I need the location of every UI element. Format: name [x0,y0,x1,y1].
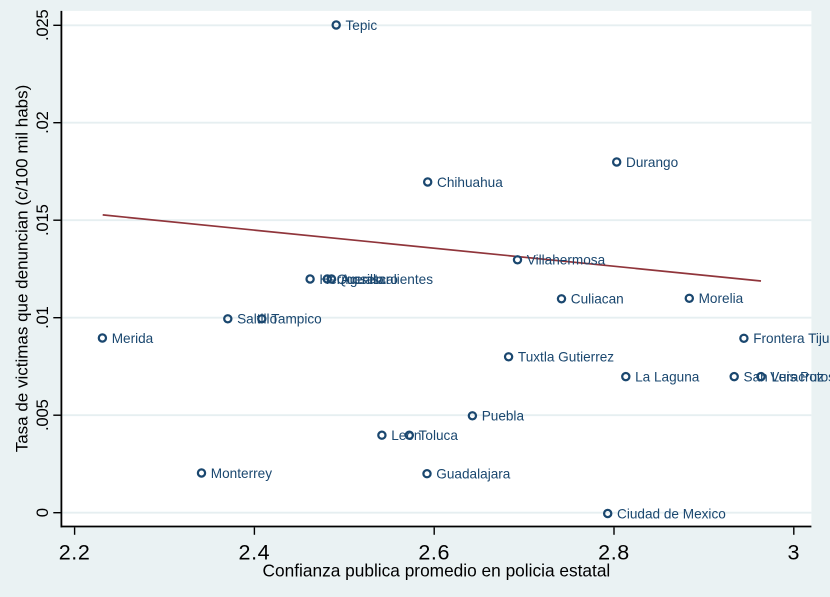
svg-text:Ciudad de Mexico: Ciudad de Mexico [617,506,726,521]
svg-text:Toluca: Toluca [419,428,459,443]
svg-text:Veracruz: Veracruz [770,369,824,384]
svg-text:Frontera Tijuana: Frontera Tijuana [753,331,830,346]
svg-text:Queretaro: Queretaro [337,272,398,287]
svg-text:.01: .01 [33,306,52,328]
svg-text:Confianza publica promedio en: Confianza publica promedio en policia es… [263,560,611,580]
svg-text:La Laguna: La Laguna [635,369,700,384]
svg-text:Merida: Merida [112,331,154,346]
svg-text:0: 0 [33,508,52,517]
svg-text:Villahermosa: Villahermosa [527,253,606,268]
svg-text:Tasa de victimas que denuncian: Tasa de victimas que denuncian (c/100 mi… [13,85,32,453]
svg-text:Hermosillo: Hermosillo [319,272,383,287]
svg-text:Culiacan: Culiacan [571,292,624,307]
svg-text:2.6: 2.6 [418,540,450,564]
svg-text:.02: .02 [33,111,52,133]
svg-text:Tuxtla Gutierrez: Tuxtla Gutierrez [518,350,614,365]
svg-text:.015: .015 [33,204,52,235]
svg-text:Chihuahua: Chihuahua [437,175,503,190]
svg-text:Tepic: Tepic [346,18,378,33]
svg-text:2.4: 2.4 [239,540,271,564]
svg-text:Durango: Durango [626,155,678,170]
svg-text:3: 3 [788,540,801,564]
svg-text:San Luis Potosi: San Luis Potosi [744,369,830,384]
svg-text:Monterrey: Monterrey [211,466,272,481]
svg-text:Puebla: Puebla [482,409,525,424]
svg-text:Tampico: Tampico [271,312,322,327]
svg-text:2.8: 2.8 [598,540,630,564]
svg-text:Guadalajara: Guadalajara [436,467,511,482]
svg-text:.005: .005 [33,399,52,430]
svg-text:.025: .025 [33,10,52,41]
svg-text:Morelia: Morelia [699,291,744,306]
svg-text:2.2: 2.2 [59,540,91,564]
svg-text:Aguascalientes: Aguascalientes [341,272,433,287]
